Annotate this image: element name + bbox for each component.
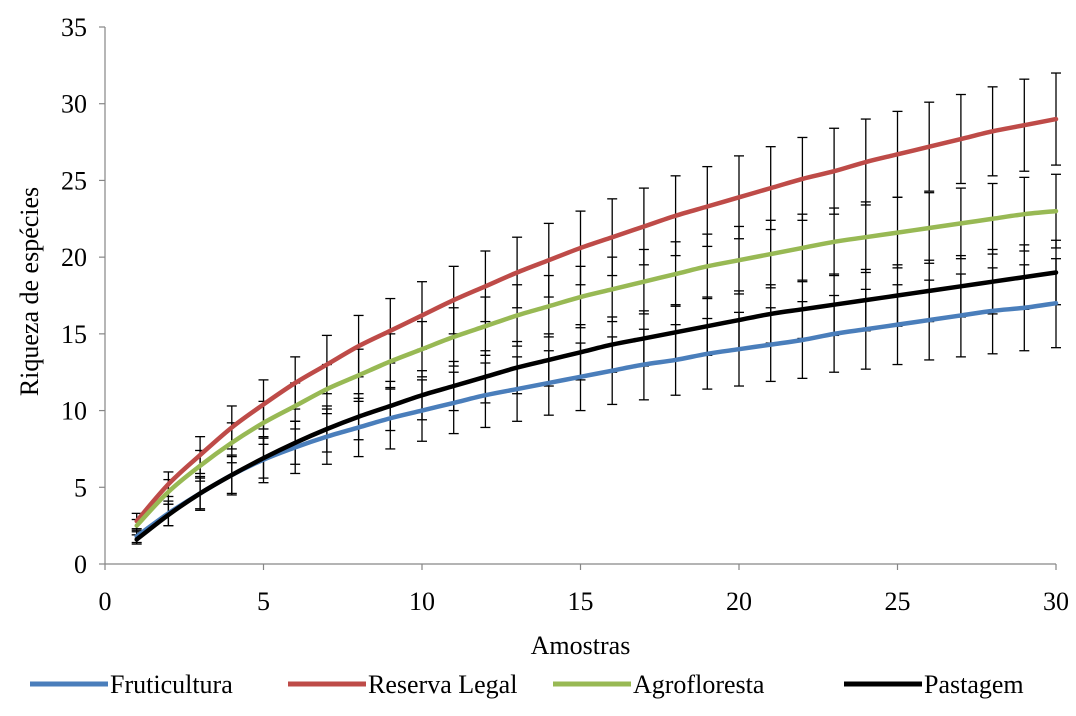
series-line-agrofloresta bbox=[134, 208, 1059, 528]
legend-label: Agrofloresta bbox=[633, 670, 765, 699]
legend-label: Fruticultura bbox=[110, 670, 233, 699]
x-tick-label: 5 bbox=[257, 587, 270, 616]
y-axis-title: Riqueza de espécies bbox=[15, 187, 44, 396]
y-tick-label: 25 bbox=[61, 166, 87, 195]
legend-label: Pastagem bbox=[924, 670, 1024, 699]
series-line-reserva-legal bbox=[134, 116, 1059, 524]
y-tick-label: 30 bbox=[61, 90, 87, 119]
y-tick-label: 15 bbox=[61, 320, 87, 349]
x-tick-label: 30 bbox=[1043, 587, 1069, 616]
y-tick-label: 35 bbox=[61, 13, 87, 42]
legend-item: Reserva Legal bbox=[288, 670, 517, 699]
axes: 0 5 10 15 20 25 30 35 0 5 10 15 20 25 30 bbox=[61, 13, 1069, 616]
legend: Fruticultura Reserva Legal Agrofloresta Pas… bbox=[30, 670, 1024, 699]
x-tick-label: 25 bbox=[885, 587, 911, 616]
series-line-pastagem bbox=[134, 270, 1059, 542]
x-tick-label: 15 bbox=[568, 587, 594, 616]
y-tick-label: 5 bbox=[74, 473, 87, 502]
legend-item: Fruticultura bbox=[30, 670, 233, 699]
x-tick-label: 0 bbox=[99, 587, 112, 616]
error-bars bbox=[131, 72, 1061, 545]
legend-item: Pastagem bbox=[844, 670, 1024, 699]
legend-label: Reserva Legal bbox=[368, 670, 517, 699]
y-tick-label: 20 bbox=[61, 243, 87, 272]
y-tick-label: 0 bbox=[74, 550, 87, 579]
legend-item: Agrofloresta bbox=[553, 670, 765, 699]
x-tick-label: 20 bbox=[726, 587, 752, 616]
series-line-fruticultura bbox=[134, 300, 1059, 539]
y-tick-label: 10 bbox=[61, 397, 87, 426]
x-axis-title: Amostras bbox=[531, 631, 631, 660]
series-lines bbox=[134, 116, 1059, 542]
x-tick-label: 10 bbox=[409, 587, 435, 616]
